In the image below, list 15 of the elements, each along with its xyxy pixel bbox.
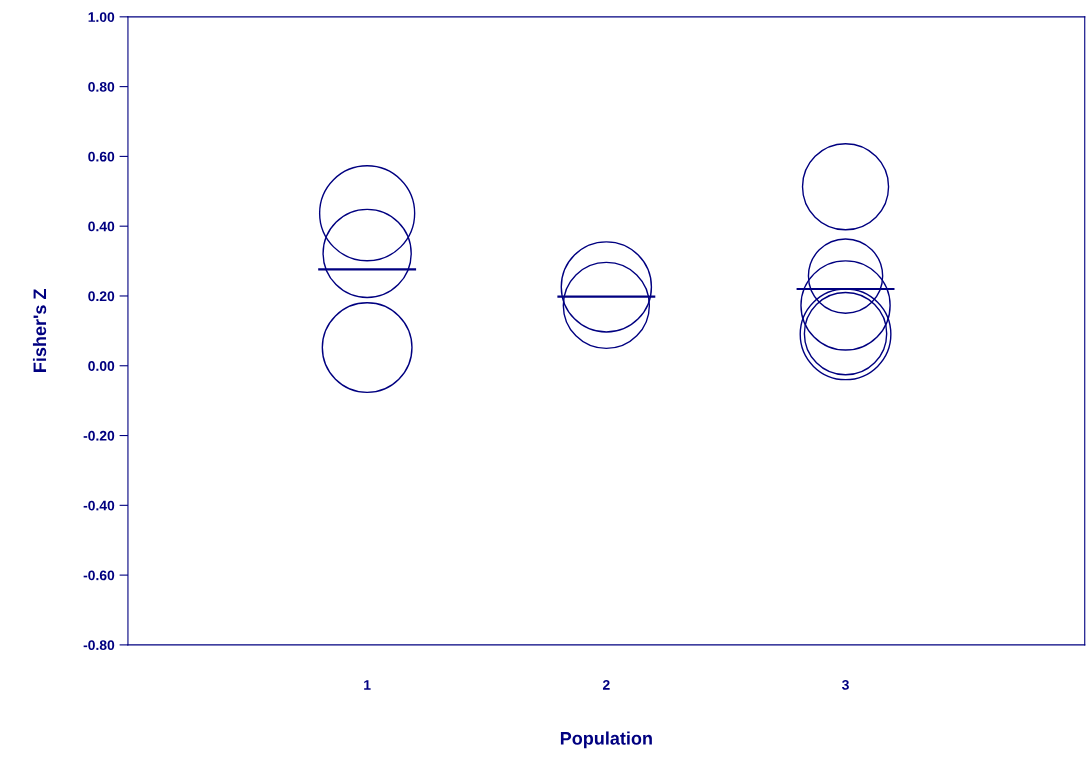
y-tick-label: 0.80 (88, 81, 115, 92)
x-axis-title: Population (560, 731, 652, 749)
x-tick-label: 3 (842, 679, 849, 690)
y-tick-label: 0.40 (88, 221, 115, 232)
y-tick-label: 1.00 (88, 12, 115, 22)
y-tick-label: 0.20 (88, 291, 115, 302)
y-tick-label: 0.00 (88, 361, 115, 371)
x-tick-label: 1 (364, 680, 371, 690)
y-axis-title: Fisher's Z (32, 289, 47, 372)
y-tick-label: -0.20 (83, 430, 115, 441)
y-tick-label: -0.80 (83, 640, 115, 651)
y-tick-label: 0.60 (88, 151, 115, 162)
y-tick-label: -0.40 (83, 500, 115, 511)
x-tick-label: 2 (602, 679, 610, 690)
y-tick-label: -0.60 (83, 570, 115, 581)
